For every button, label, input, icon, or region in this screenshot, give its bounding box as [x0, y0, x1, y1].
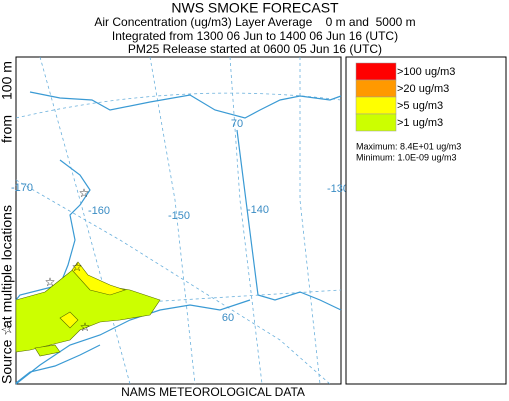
- graticule-label: 70: [231, 118, 243, 130]
- smoke-plume: [34, 344, 61, 357]
- graticule-label: -130: [327, 183, 349, 195]
- source-marker: ☆: [45, 275, 56, 289]
- legend-maximum: Maximum: 8.4E+01 ug/m3: [356, 141, 461, 151]
- smoke-plume: [71, 261, 126, 296]
- legend-label: >100 ug/m3: [397, 66, 455, 78]
- graticule-label: -170: [11, 182, 33, 194]
- legend-swatch: [355, 79, 397, 98]
- source-marker: ☆: [80, 320, 91, 334]
- footer: NAMS METEOROLOGICAL DATA: [121, 385, 305, 399]
- title: NWS SMOKE FORECAST: [171, 0, 339, 16]
- border: [236, 129, 342, 311]
- side-label: Source ☆ at multiple locations from 100 …: [0, 61, 15, 384]
- graticule: [39, 56, 131, 385]
- subtitle: Air Concentration (ug/m3) Layer Average …: [94, 15, 415, 29]
- map: ☆ ☆ ☆ ☆ 70 -170 -160 -150 -140 -130 60: [11, 56, 349, 385]
- side-label-height: 100 m: [0, 61, 15, 100]
- legend: >100 ug/m3 >20 ug/m3 >5 ug/m3 >1 ug/m3 Maxi…: [345, 56, 507, 385]
- smoke-plume: [59, 311, 79, 329]
- legend-label: >20 ug/m3: [397, 83, 449, 95]
- legend-label: >5 ug/m3: [397, 100, 443, 112]
- coastline: [15, 159, 91, 301]
- coastline: [15, 299, 251, 385]
- source-marker: ☆: [79, 186, 90, 200]
- coastline: [15, 344, 101, 384]
- graticule-label: -140: [247, 204, 269, 216]
- graticule-label: -160: [88, 205, 110, 217]
- graticule-label: -150: [168, 210, 190, 222]
- graticule: [229, 56, 263, 385]
- graticule: [149, 56, 196, 385]
- legend-swatch: [355, 62, 397, 81]
- legend-swatch: [355, 96, 397, 115]
- side-label-source: Source ☆: [0, 323, 15, 384]
- subtitle: Integrated from 1300 06 Jun to 1400 06 J…: [112, 29, 398, 43]
- legend-swatch: [355, 113, 397, 132]
- graticule-label: 60: [222, 312, 234, 324]
- coastline: [29, 91, 342, 119]
- legend-label: >1 ug/m3: [397, 117, 443, 129]
- side-label-locations: at multiple locations: [0, 205, 15, 328]
- graticule: [299, 57, 321, 385]
- subtitle: PM25 Release started at 0600 05 Jun 16 (…: [128, 42, 382, 56]
- source-marker: ☆: [72, 260, 83, 274]
- legend-minimum: Minimum: 1.0E-09 ug/m3: [356, 152, 457, 162]
- side-label-from: from: [0, 115, 15, 143]
